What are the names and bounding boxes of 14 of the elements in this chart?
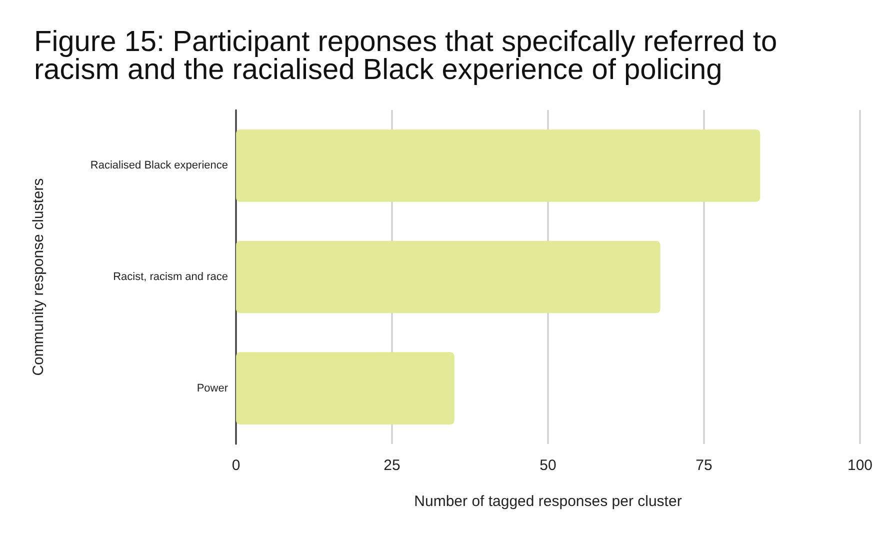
x-tick-label: 0 bbox=[232, 457, 240, 474]
bar bbox=[236, 240, 660, 314]
y-tick-label: Racialised Black experience bbox=[90, 160, 228, 172]
bar bbox=[236, 352, 454, 425]
x-tick-label: 100 bbox=[847, 457, 873, 474]
chart-title: Figure 15: Participant reponses that specifcally referred to racism and the racialised Black experience of policing bbox=[34, 26, 778, 86]
x-tick-label: 50 bbox=[540, 457, 556, 474]
bar bbox=[236, 129, 760, 202]
x-tick-label: 75 bbox=[696, 457, 712, 474]
y-axis-title: Community response clusters bbox=[30, 178, 47, 376]
y-tick-label: Power bbox=[196, 382, 228, 394]
y-tick-label: Racist, racism and race bbox=[113, 271, 228, 283]
x-tick-label: 25 bbox=[384, 457, 400, 474]
x-axis-title: Number of tagged responses per cluster bbox=[414, 493, 682, 510]
